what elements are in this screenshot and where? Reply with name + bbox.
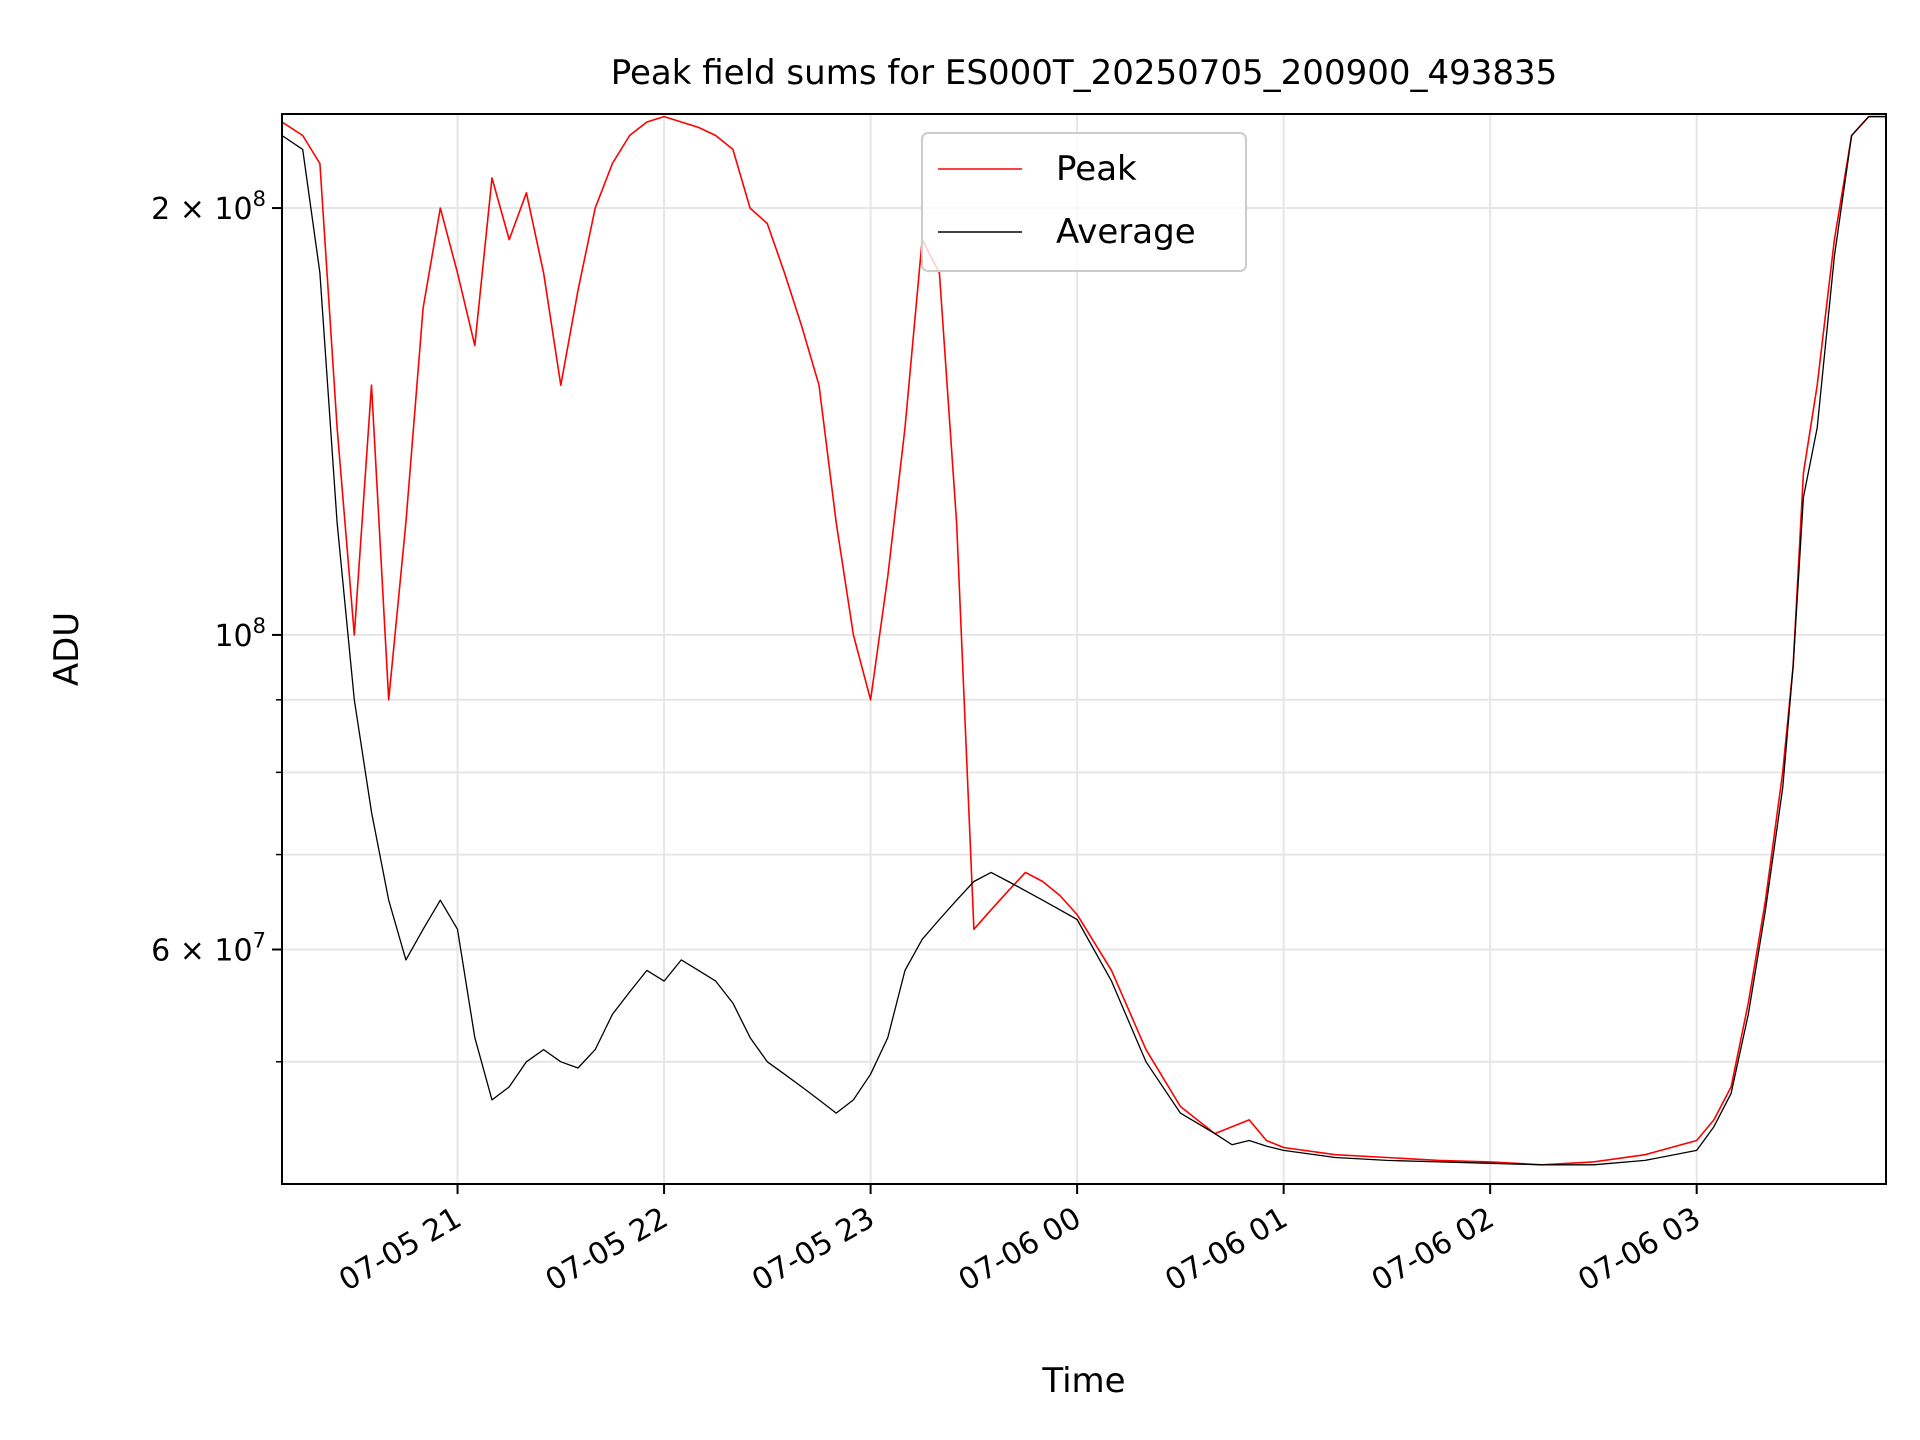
y-tick-label-mantissa: 2 × 10 xyxy=(151,192,252,227)
chart-title: Peak field sums for ES000T_20250705_2009… xyxy=(611,53,1558,93)
series-line-average xyxy=(282,115,1886,1166)
y-tick-label-exponent: 8 xyxy=(253,187,266,211)
y-tick-label: 108 xyxy=(214,614,266,654)
legend: Peak Average xyxy=(921,132,1247,272)
y-tick-label-mantissa: 6 × 10 xyxy=(151,934,252,969)
y-axis-label: ADU xyxy=(47,612,87,686)
y-tick-label-exponent: 7 xyxy=(253,929,266,953)
legend-label-peak: Peak xyxy=(1056,149,1137,189)
y-tick-label: 2 × 108 xyxy=(151,187,266,227)
plot-frame xyxy=(281,113,1887,1185)
y-tick-label-exponent: 8 xyxy=(253,614,266,638)
x-axis-label: Time xyxy=(1041,1361,1125,1401)
legend-label-average: Average xyxy=(1056,212,1196,252)
legend-box xyxy=(921,132,1247,272)
y-tick-label: 6 × 107 xyxy=(151,929,266,969)
y-tick-label-mantissa: 10 xyxy=(214,619,252,654)
